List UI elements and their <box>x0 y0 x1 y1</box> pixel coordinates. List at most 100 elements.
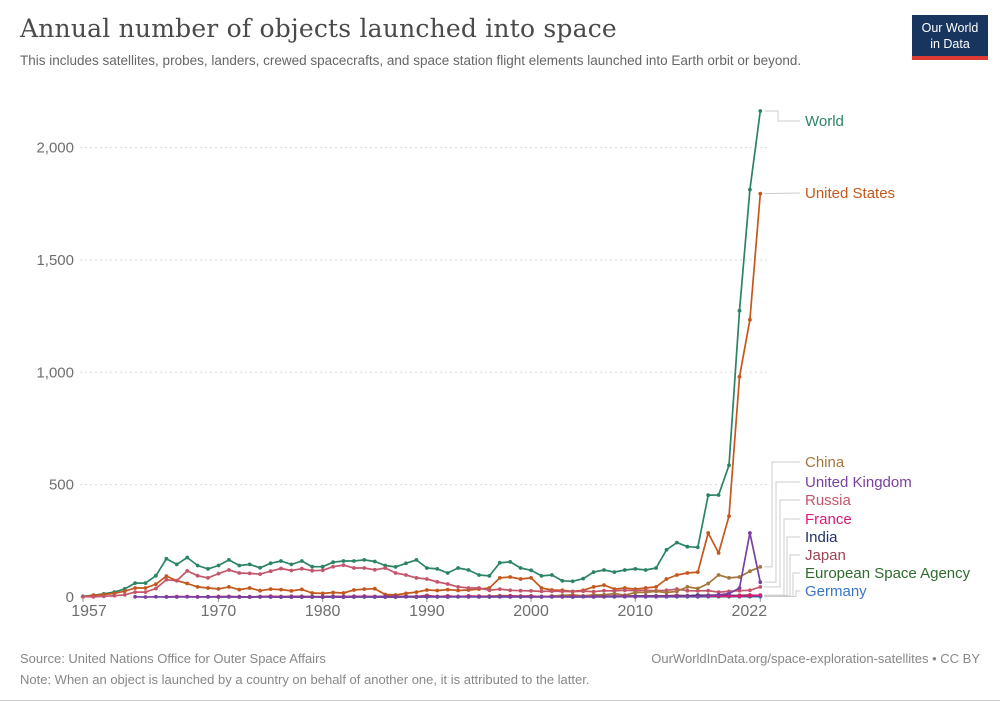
series-point-united-states <box>331 590 335 595</box>
series-point-united-kingdom <box>748 531 752 535</box>
series-point-united-kingdom <box>425 594 429 599</box>
series-point-united-states <box>237 587 242 592</box>
series-point-united-kingdom <box>706 594 711 598</box>
series-point-world <box>508 560 513 564</box>
series-point-world <box>529 568 533 573</box>
series-point-russia <box>299 566 304 571</box>
series-point-united-states <box>497 576 502 580</box>
series-label-france[interactable]: France <box>805 511 852 528</box>
series-connector-france <box>764 518 800 596</box>
series-point-world <box>425 566 429 570</box>
series-point-united-states <box>716 551 721 555</box>
series-point-united-kingdom <box>602 594 606 599</box>
series-point-russia <box>352 566 356 570</box>
series-point-china <box>737 575 742 579</box>
series-label-united-kingdom[interactable]: United Kingdom <box>805 474 912 491</box>
series-point-united-kingdom <box>143 595 148 599</box>
series-point-china <box>654 589 658 594</box>
series-point-united-kingdom <box>622 594 627 599</box>
series-label-germany[interactable]: Germany <box>805 583 867 600</box>
series-point-russia <box>529 589 533 593</box>
series-point-russia <box>487 588 492 593</box>
series-point-russia <box>425 577 429 581</box>
series-point-russia <box>143 590 148 594</box>
series-point-world <box>258 565 262 570</box>
series-point-world <box>716 493 721 497</box>
series-point-world <box>372 559 377 564</box>
series-point-russia <box>331 564 335 569</box>
series-point-united-states <box>414 590 419 594</box>
series-point-russia <box>539 589 544 594</box>
series-point-france <box>748 593 752 598</box>
series-point-russia <box>404 573 408 577</box>
series-line-world[interactable] <box>82 110 762 598</box>
chart-header: Annual number of objects launched into s… <box>20 14 890 71</box>
series-point-world <box>445 571 450 575</box>
x-axis-label-1990: 1990 <box>409 603 445 620</box>
series-point-china <box>612 591 617 596</box>
series-label-japan[interactable]: Japan <box>805 547 846 564</box>
series-point-russia <box>122 592 127 597</box>
series-point-united-kingdom <box>497 594 502 599</box>
series-point-russia <box>101 594 106 599</box>
series-line-united-states[interactable] <box>82 193 762 598</box>
series-point-world <box>341 559 346 563</box>
series-point-world <box>206 567 210 571</box>
source-text: Source: United Nations Office for Outer … <box>20 651 326 666</box>
x-axis-label-1957: 1957 <box>71 603 107 620</box>
series-point-world <box>570 579 575 584</box>
series-line-china[interactable] <box>218 566 761 598</box>
owid-link[interactable]: OurWorldInData.org/space-exploration-sat… <box>651 651 980 666</box>
series-point-russia <box>133 590 138 594</box>
y-axis-label-2000: 2,000 <box>36 140 74 157</box>
series-point-world <box>539 574 544 578</box>
series-label-european-space-agency[interactable]: European Space Agency <box>805 565 971 582</box>
series-label-united-states[interactable]: United States <box>805 185 895 202</box>
series-point-russia <box>174 578 179 583</box>
series-point-russia <box>383 566 388 570</box>
series-point-united-kingdom <box>695 594 700 599</box>
series-point-russia <box>466 586 471 590</box>
series-label-russia[interactable]: Russia <box>805 492 852 509</box>
series-point-united-kingdom <box>716 592 721 597</box>
x-axis-label-2022: 2022 <box>732 603 768 620</box>
series-point-united-kingdom <box>299 595 304 599</box>
series-point-united-kingdom <box>227 594 231 599</box>
series-point-united-states <box>143 586 148 590</box>
series-point-united-kingdom <box>456 594 460 599</box>
series-label-china[interactable]: China <box>805 454 845 471</box>
series-point-world <box>758 109 763 113</box>
series-point-world <box>550 573 554 577</box>
series-point-russia <box>112 593 117 598</box>
series-point-united-states <box>268 587 273 591</box>
series-point-russia <box>195 573 200 578</box>
series-point-france <box>758 593 763 598</box>
series-point-united-kingdom <box>758 580 763 585</box>
series-point-united-states <box>164 574 169 578</box>
series-point-united-states <box>518 577 523 581</box>
chart-footer: Source: United Nations Office for Outer … <box>20 650 980 690</box>
series-point-united-kingdom <box>737 586 742 590</box>
series-point-united-kingdom <box>258 594 262 599</box>
series-point-united-kingdom <box>320 595 325 599</box>
series-connector-japan <box>764 554 800 597</box>
series-point-united-kingdom <box>727 591 731 596</box>
series-point-united-states <box>404 591 408 596</box>
owid-logo[interactable]: Our World in Data <box>912 15 988 60</box>
series-point-russia <box>570 589 575 594</box>
series-point-world <box>737 308 742 313</box>
series-point-world <box>456 566 460 570</box>
series-point-russia <box>612 589 617 593</box>
series-point-united-kingdom <box>487 594 492 599</box>
series-point-world <box>227 558 231 562</box>
series-point-united-kingdom <box>237 595 242 599</box>
series-point-russia <box>237 571 242 575</box>
series-label-india[interactable]: India <box>805 529 838 546</box>
series-point-russia <box>393 571 398 575</box>
series-point-united-states <box>122 589 127 594</box>
owid-logo-line2: in Data <box>930 37 970 51</box>
series-point-china <box>716 573 721 577</box>
series-point-united-states <box>758 191 763 196</box>
series-point-world <box>748 187 752 192</box>
series-label-world[interactable]: World <box>805 113 844 130</box>
